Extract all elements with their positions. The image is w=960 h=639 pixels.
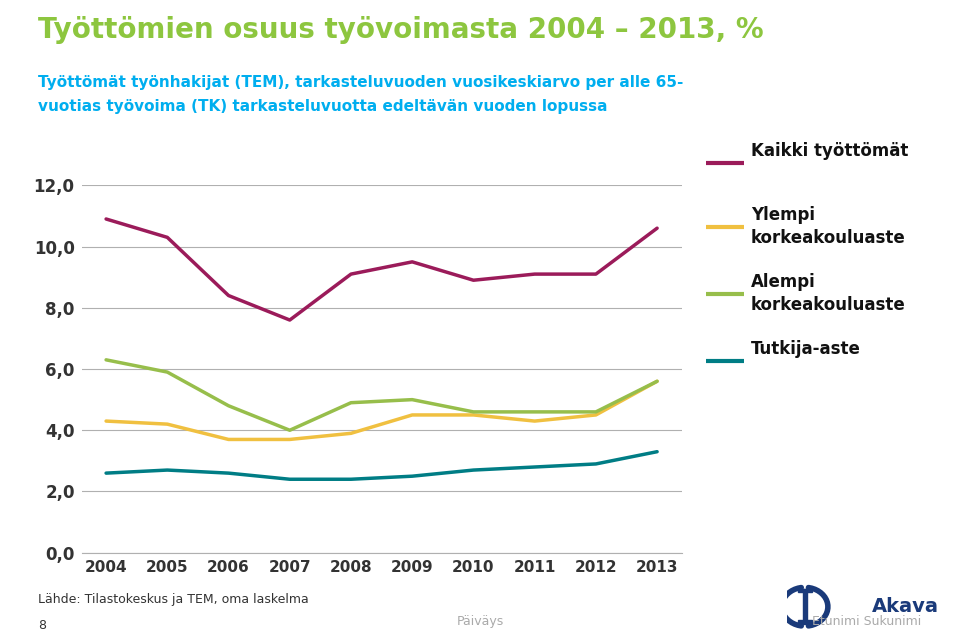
Bar xyxy=(803,589,807,621)
Text: Työttömien osuus työvoimasta 2004 – 2013, %: Työttömien osuus työvoimasta 2004 – 2013… xyxy=(38,16,764,44)
Text: Alempi: Alempi xyxy=(751,273,815,291)
Text: korkeakouluaste: korkeakouluaste xyxy=(751,296,905,314)
Text: 8: 8 xyxy=(38,619,46,631)
Text: korkeakouluaste: korkeakouluaste xyxy=(751,229,905,247)
Text: Akava: Akava xyxy=(872,597,939,616)
Text: vuotias työvoima (TK) tarkasteluvuotta edeltävän vuoden lopussa: vuotias työvoima (TK) tarkasteluvuotta e… xyxy=(38,99,608,114)
Bar xyxy=(798,620,812,624)
Text: Työttömät työnhakijat (TEM), tarkasteluvuoden vuosikeskiarvo per alle 65-: Työttömät työnhakijat (TEM), tarkasteluv… xyxy=(38,75,684,90)
Text: Ylempi: Ylempi xyxy=(751,206,815,224)
Text: Kaikki työttömät: Kaikki työttömät xyxy=(751,142,908,160)
Text: Tutkija-aste: Tutkija-aste xyxy=(751,340,860,358)
Text: Lähde: Tilastokeskus ja TEM, oma laskelma: Lähde: Tilastokeskus ja TEM, oma laskelm… xyxy=(38,593,309,606)
Text: Etunimi Sukunimi: Etunimi Sukunimi xyxy=(812,615,922,627)
Bar xyxy=(798,589,812,592)
Text: Päiväys: Päiväys xyxy=(456,615,504,627)
